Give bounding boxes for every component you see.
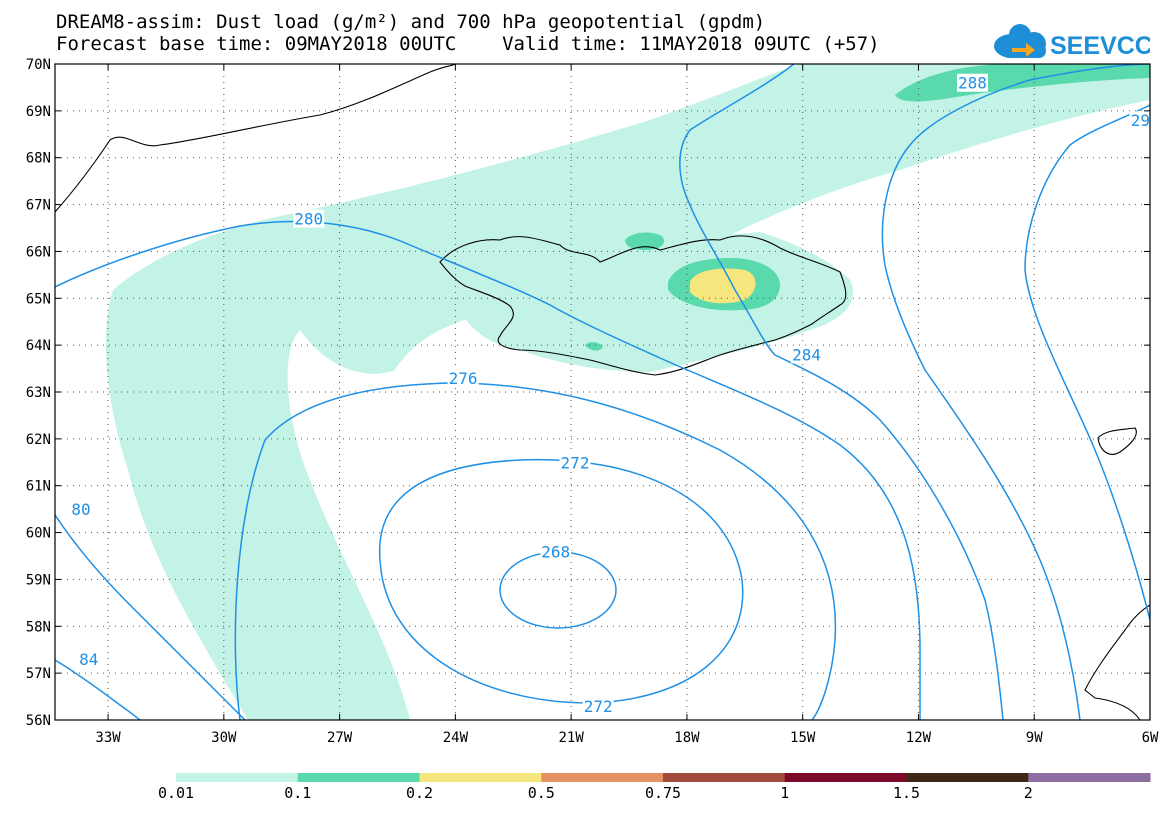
colorbar-label: 0.2 [405,784,434,802]
forecast-times: Forecast base time: 09MAY2018 00UTC Vali… [56,33,880,55]
chart-title: DREAM8-assim: Dust load (g/m²) and 700 h… [56,11,766,33]
faroe-coast [1097,427,1137,455]
lon-label: 21W [558,730,584,746]
contour-276 [234,382,837,720]
logo-text: SEEVCCC [1050,32,1150,60]
lat-label: 58N [26,619,51,635]
contour-label: 272 [561,453,590,472]
colorbar-label: 0.75 [644,784,682,802]
contour-label-bg [1129,111,1150,130]
lat-label: 66N [26,244,51,260]
colorbar [176,773,1151,782]
colorbar-label: 0.01 [157,784,195,802]
lon-label: 12W [906,730,932,746]
contour-label-bg [77,650,100,669]
colorbar-segment [1028,773,1151,782]
contour-label-bg [791,345,823,364]
contour-272 [378,458,744,704]
contour-292 [1024,104,1150,621]
lat-label: 59N [26,572,51,588]
lat-label: 67N [26,198,51,214]
colorbar-segment [906,773,1029,782]
contour-label: 84 [79,650,98,669]
contour-labels: 280 276 272 268 272 284 288 29 80 84 [70,73,1150,716]
colorbar-label: 2 [1023,784,1033,802]
lat-label: 61N [26,479,51,495]
contour-label: 268 [541,542,570,561]
greenland-coast [55,64,456,213]
seevccc-logo: SEEVCCC [994,24,1150,60]
contour-label: 29 [1131,111,1150,130]
iceland-coast [439,235,847,376]
colorbar-label: 1.5 [892,784,921,802]
contour-label-bg [70,500,93,519]
contour-280 [55,220,921,720]
colorbar-segment [541,773,664,782]
lon-label: 6W [1142,730,1159,746]
colorbar-label: 0.1 [284,784,312,802]
lat-label: 62N [26,432,51,448]
colorbar-label: 1 [780,784,790,802]
lat-label: 60N [26,526,51,542]
cloud-icon [994,24,1046,58]
contour-label-bg [582,696,614,715]
contour-label: 80 [71,500,90,519]
lat-label: 69N [26,104,51,120]
contour-280-west [55,514,246,720]
lon-label: 18W [674,730,700,746]
colorbar-segment [297,773,420,782]
contour-label: 280 [294,210,323,229]
lat-label: 65N [26,291,51,307]
scotland-coast [1084,604,1150,720]
contour-label-bg [559,453,591,472]
lat-label: 68N [26,151,51,167]
colorbar-segment [419,773,542,782]
contour-288 [881,64,1150,720]
geopotential-contours [55,64,1150,720]
contour-label: 272 [584,697,613,716]
colorbar-label: 0.5 [527,784,555,802]
contour-label-bg [540,542,572,561]
colorbar-segment [663,773,786,782]
lon-label: 9W [1026,730,1043,746]
contour-284-west [55,659,141,720]
latitude-labels: 70N 69N 68N 67N 66N 65N 64N 63N 62N 61N 60N 59N 58N 5… [26,57,51,729]
contour-label-bg [293,209,325,228]
lat-label: 57N [26,666,51,682]
lat-label: 64N [26,338,51,354]
lon-label: 24W [443,730,469,746]
contour-label: 288 [958,74,987,93]
coastlines [55,64,1150,720]
longitude-labels: 33W 30W 27W 24W 21W 18W 15W 12W 9W 6W [95,730,1159,746]
map-area: 280 276 272 268 272 284 288 29 80 84 [55,64,1150,720]
contour-label: 276 [449,369,478,388]
dust-shading [105,64,1150,720]
dust-shading-0.2 [690,268,756,304]
lon-label: 30W [211,730,237,746]
lat-label: 70N [26,57,51,73]
contour-label: 284 [792,346,821,365]
contour-268 [499,551,617,629]
lon-label: 15W [790,730,816,746]
lon-label: 27W [327,730,353,746]
lat-label: 63N [26,385,51,401]
contour-label-bg [447,368,479,387]
colorbar-segment [176,773,299,782]
contour-label-bg [956,73,988,92]
axis-ticks [55,63,1151,721]
contour-284 [679,64,1004,720]
colorbar-segment [784,773,907,782]
lat-label: 56N [26,713,51,729]
graticule [55,64,1150,720]
lon-label: 33W [95,730,121,746]
